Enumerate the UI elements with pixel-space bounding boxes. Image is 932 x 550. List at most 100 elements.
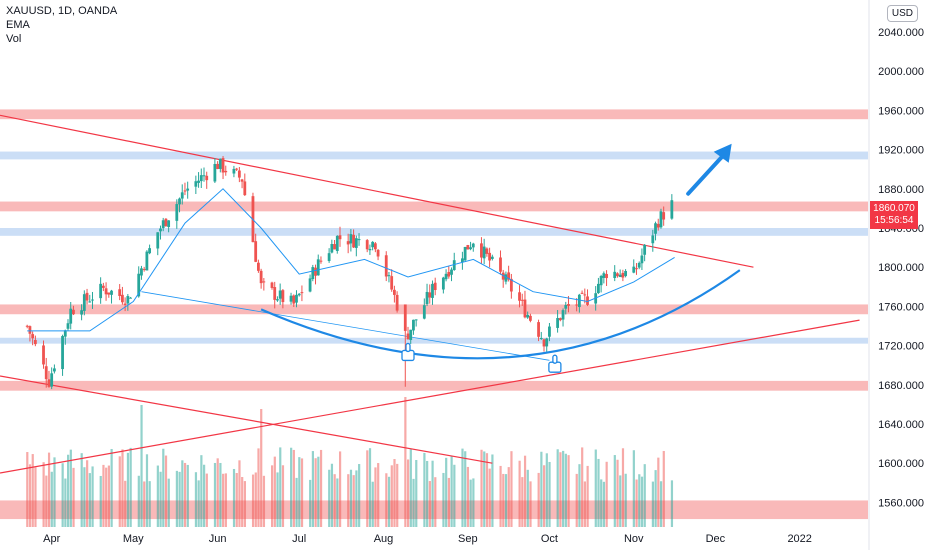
candle-body [471,243,475,248]
volume-bar [464,451,467,527]
candle-body [431,283,434,298]
volume-bar [205,473,208,527]
candle-body [161,220,165,229]
candle-body [461,258,464,263]
x-tick-label: Apr [43,533,60,545]
ema-layer [27,188,675,332]
candle-body [447,271,451,277]
candle-body [292,295,296,304]
x-tick-label: 2022 [787,533,811,545]
candle-body [580,292,584,294]
candle-body [637,262,641,268]
candle-body [28,326,32,334]
candle-body [330,244,334,253]
volume-bar [640,476,644,527]
volume-bar [333,474,336,527]
axes-layer: 2040.000 2000.000 1960.000 1920.000 1880.000… [43,0,924,550]
volume-bar [309,479,312,527]
y-tick-label: 1640.000 [878,419,924,431]
ema-indicator-label[interactable]: EMA [6,19,30,31]
volume-bar [292,449,295,527]
volume-bar [602,481,606,527]
candle-body [80,310,83,315]
candle-body [224,170,228,173]
volume-bar [450,456,453,527]
volume-bar [510,451,513,527]
candle-body [567,304,570,306]
candle-body [542,339,546,347]
volume-bar [194,472,198,527]
volume-bar [31,454,34,527]
candle-body [480,243,483,258]
breakout-arrow-shaft [686,150,728,196]
candle-body [643,244,647,255]
symbol-title[interactable]: XAUUSD, 1D, OANDA [6,5,118,17]
candle-body [216,163,219,170]
candle-body [63,330,67,337]
candle-body [254,241,258,262]
volume-bar [28,464,32,527]
volume-bar [605,461,608,527]
vol-indicator-label[interactable]: Vol [6,33,22,45]
candle-body [126,296,130,304]
candle-body [393,289,396,295]
trendlines-layer[interactable] [0,114,860,474]
volume-bar [581,447,584,527]
volume-bar [526,469,529,527]
volume-bar [431,460,434,527]
candle-body [297,293,301,296]
candle-body [654,223,657,234]
volume-bar [583,481,586,527]
volume-bar [480,449,483,527]
resistance-zone-2 [0,201,868,212]
volume-bar [314,458,317,527]
drawings-layer[interactable] [260,143,741,373]
candle-body [561,310,565,320]
candle-body [414,319,418,321]
candle-body [518,292,521,301]
candle-body [507,272,511,280]
volume-bar [276,472,279,527]
candle-body [422,305,426,319]
volume-bar [659,481,663,527]
candle-body [482,246,486,259]
volume-bar [80,453,83,527]
thumbs-up-icon [401,342,415,362]
candle-body [373,243,377,250]
volume-bar [613,455,616,527]
thumb-finger [552,354,558,364]
volume-bar [175,470,178,527]
volume-bar [50,471,53,527]
volume-bar [483,451,486,527]
volume-bar [423,452,426,527]
volume-bar [426,460,429,527]
volume-bar [616,459,619,527]
candle-body [586,296,589,305]
volume-bar [507,467,510,527]
candle-body [118,289,122,296]
y-tick-label: 1720.000 [878,341,924,353]
x-tick-label: Jul [292,533,306,545]
x-tick-label: May [123,533,144,545]
volume-bar [390,465,393,527]
currency-button[interactable]: USD [886,5,918,22]
candle-body [548,326,551,337]
candle-body [537,322,540,337]
candle-body [466,245,470,250]
volume-bar [358,464,361,527]
volume-bar [222,473,225,527]
volume-bar [181,460,184,527]
volume-bar [183,462,187,527]
candle-body [564,305,568,309]
volume-bar [67,454,70,527]
y-tick-label: 1880.000 [878,184,924,196]
candle-body [311,267,315,280]
thumb-finger [405,342,411,353]
candle-body [82,294,86,311]
volume-bar [368,448,372,527]
x-tick-label: Sep [458,533,478,545]
candle-body [69,308,73,324]
candle-body [91,299,94,301]
